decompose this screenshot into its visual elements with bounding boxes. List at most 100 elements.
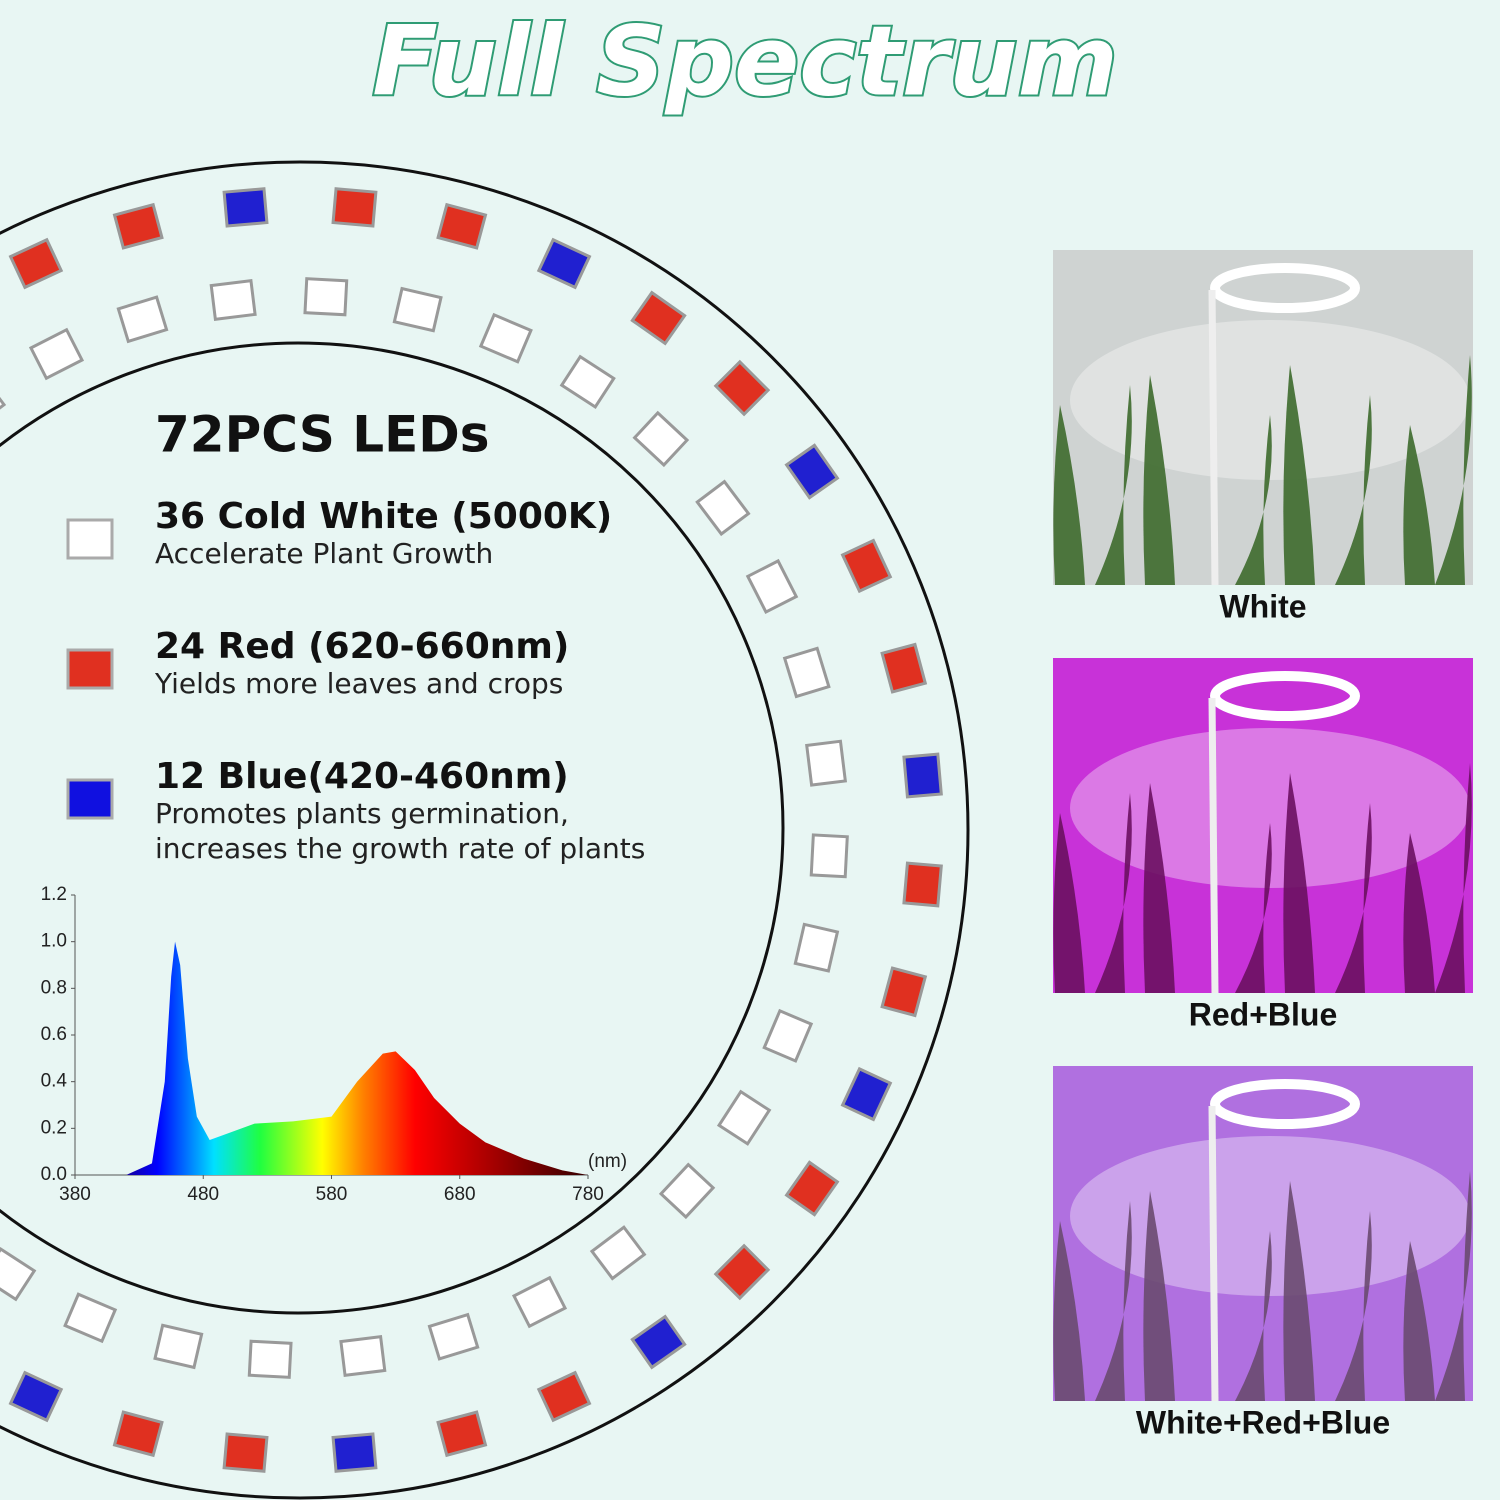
led-list: 36 Cold White (5000K)Accelerate Plant Gr… xyxy=(66,496,645,865)
led xyxy=(339,1335,387,1378)
leaf xyxy=(1435,1171,1472,1401)
led xyxy=(902,861,943,908)
led xyxy=(695,479,751,537)
leaf xyxy=(1403,425,1435,585)
led xyxy=(782,646,831,699)
led xyxy=(209,278,257,321)
outer-circle xyxy=(0,160,970,1500)
x-tick-label: 680 xyxy=(444,1184,476,1205)
leaf xyxy=(1435,763,1472,993)
leaf xyxy=(1235,415,1272,585)
led-ring xyxy=(0,160,970,1500)
led xyxy=(793,922,840,973)
leaf xyxy=(1283,1181,1315,1401)
led xyxy=(840,538,893,594)
lamp-ring xyxy=(1210,263,1360,313)
leaf xyxy=(1435,355,1472,585)
led xyxy=(247,1339,293,1379)
led xyxy=(436,1410,488,1458)
leaf xyxy=(1095,1201,1132,1401)
y-tick-label: 0.0 xyxy=(41,1164,67,1185)
photo-caption: White xyxy=(1219,588,1306,624)
title: Full Spectrum xyxy=(372,5,1117,117)
led xyxy=(805,739,848,787)
led xyxy=(28,327,85,381)
y-tick-label: 0.6 xyxy=(41,1024,67,1045)
y-tick-label: 1.2 xyxy=(41,884,67,905)
leaf xyxy=(1283,365,1315,585)
led xyxy=(559,354,616,410)
led-icon xyxy=(66,778,114,820)
led xyxy=(716,1089,772,1146)
led-label: 36 Cold White (5000K) xyxy=(155,496,612,537)
led xyxy=(116,295,169,344)
led xyxy=(331,1432,378,1473)
x-tick-label: 480 xyxy=(187,1184,219,1205)
led xyxy=(880,642,928,694)
led xyxy=(632,410,690,468)
led xyxy=(658,1162,716,1220)
led xyxy=(63,1292,118,1344)
photo-caption: White+Red+Blue xyxy=(1136,1404,1390,1440)
led xyxy=(745,558,799,615)
led xyxy=(880,966,928,1018)
photos: White Red+Blue White+Red+Blue xyxy=(1053,250,1473,1440)
leaf xyxy=(1403,1241,1435,1401)
led-label: 12 Blue(420-460nm) xyxy=(155,756,569,797)
leds-title: 72PCS LEDs xyxy=(155,406,490,464)
led xyxy=(902,752,943,799)
spectrum-chart: 0.0 0.2 0.4 0.6 0.8 1.0 1.2 380 480 580 680 780 (nm) xyxy=(41,884,627,1205)
led xyxy=(630,290,687,346)
x-unit: (nm) xyxy=(588,1151,627,1172)
led-description: Accelerate Plant Growth xyxy=(155,537,493,570)
leaf xyxy=(1235,1231,1272,1401)
led xyxy=(112,1410,164,1458)
led xyxy=(8,237,64,290)
led xyxy=(331,187,378,228)
led xyxy=(392,286,443,333)
led xyxy=(0,1246,37,1302)
led xyxy=(112,202,164,250)
led xyxy=(511,1275,568,1329)
leaf xyxy=(1053,405,1085,585)
leaf xyxy=(1335,803,1372,993)
x-tick-label: 380 xyxy=(59,1184,91,1205)
lamp-pole xyxy=(1208,289,1219,586)
led xyxy=(784,443,840,500)
leaf xyxy=(1335,1211,1372,1401)
y-tick-label: 1.0 xyxy=(41,931,67,952)
led xyxy=(478,312,533,364)
lamp-pole xyxy=(1208,1105,1219,1402)
led xyxy=(303,277,349,317)
led xyxy=(222,1432,269,1473)
led xyxy=(840,1066,893,1122)
led xyxy=(784,1160,840,1217)
lamp-ring xyxy=(1210,671,1360,721)
leaf xyxy=(1053,813,1085,993)
led xyxy=(762,1008,814,1063)
led-label: 24 Red (620-660nm) xyxy=(155,626,569,667)
led xyxy=(713,1243,771,1301)
photo-caption: Red+Blue xyxy=(1189,996,1337,1032)
inner-circle xyxy=(0,341,785,1315)
led-description: Yields more leaves and crops xyxy=(154,667,563,700)
led xyxy=(427,1312,480,1361)
lamp-pole xyxy=(1208,697,1219,994)
spectrum-area xyxy=(75,941,588,1175)
led xyxy=(536,237,592,290)
leaf xyxy=(1143,783,1175,993)
leaf xyxy=(1053,1221,1085,1401)
leaf xyxy=(1403,833,1435,993)
leaf xyxy=(1283,773,1315,993)
leaf xyxy=(1095,793,1132,993)
led xyxy=(436,202,488,250)
led xyxy=(630,1314,687,1370)
leaf xyxy=(1095,385,1132,585)
leaf xyxy=(1143,1191,1175,1401)
y-tick-label: 0.8 xyxy=(41,977,67,998)
leaf xyxy=(1335,395,1372,585)
led-icon xyxy=(66,518,114,560)
led xyxy=(536,1370,592,1423)
x-tick-label: 780 xyxy=(572,1184,604,1205)
